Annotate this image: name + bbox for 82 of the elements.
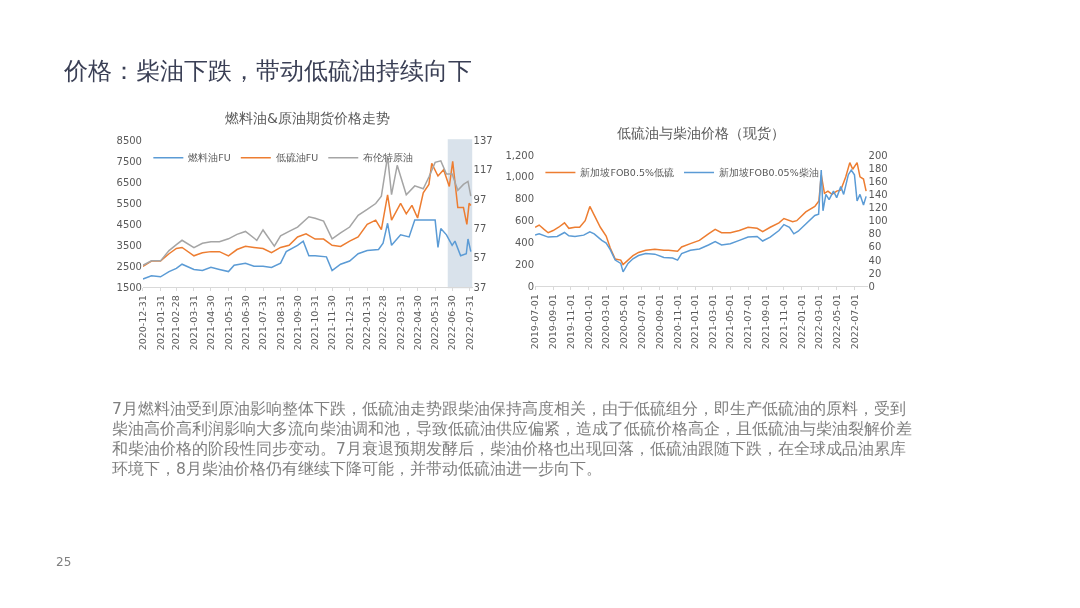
x-tick-label: 2021-05-31 <box>222 295 234 351</box>
x-tick-label: 2022-07-01 <box>848 294 860 350</box>
chart-title: 燃料油&原油期货价格走势 <box>225 110 390 126</box>
y-tick-label: 200 <box>514 258 535 270</box>
x-tick-label: 2021-11-01 <box>778 294 790 350</box>
y2-tick-label: 117 <box>473 164 493 176</box>
x-tick-label: 2021-12-31 <box>343 295 355 351</box>
chart-title: 低硫油与柴油价格（现货） <box>617 125 785 141</box>
x-tick-label: 2022-02-28 <box>377 295 389 351</box>
x-tick-label: 2021-10-31 <box>309 295 321 351</box>
y-tick-label: 5500 <box>116 197 142 209</box>
y-tick-label: 1,200 <box>505 149 535 161</box>
text: 7月燃料油受到原油影响整体下跌，低硫油走势跟柴油保持高度相关，由于低硫组分，即生产低硫油的原料，受到柴油高价高利润影响大多流向柴油调和池，导致低硫油供应偏紧，造成了低硫价格高企，且低硫油与柴油裂解价差和柴油价格的阶段性同步变动。7月衰退预期发酵后，柴油价格也出现回落，低硫油跟随下跌，在全球成品油累库环境下，8月柴油价格仍有继续下降可能，并带动低硫油进一步向下。 <box>112 400 912 479</box>
y2-tick-label: 100 <box>868 215 888 227</box>
x-tick-label: 2022-07-31 <box>463 295 475 351</box>
y2-tick-label: 0 <box>868 280 875 292</box>
x-tick-label: 2020-01-01 <box>582 294 594 350</box>
x-tick-label: 2021-09-01 <box>760 294 772 350</box>
x-tick-label: 2021-02-28 <box>170 295 182 351</box>
x-tick-label: 2021-07-31 <box>257 295 269 351</box>
x-tick-label: 2019-11-01 <box>564 294 576 350</box>
y-tick-label: 7500 <box>116 155 142 167</box>
y-tick-label: 2500 <box>116 260 142 272</box>
x-tick-label: 2022-03-01 <box>812 294 824 350</box>
x-tick-label: 2021-06-30 <box>239 295 251 351</box>
x-tick-label: 2021-11-30 <box>326 295 338 351</box>
line-series <box>142 219 472 280</box>
y-tick-label: 4500 <box>116 218 142 230</box>
y2-tick-label: 20 <box>868 267 882 279</box>
legend-label: 低硫油FU <box>275 152 319 164</box>
y-tick-label: 1,000 <box>505 171 535 183</box>
y2-tick-label: 97 <box>473 193 487 205</box>
x-tick-label: 2020-05-01 <box>618 294 630 350</box>
y2-tick-label: 40 <box>868 254 882 266</box>
legend-label: 燃料油FU <box>188 152 231 164</box>
x-tick-label: 2020-07-01 <box>635 294 647 350</box>
x-tick-label: 2021-05-01 <box>724 294 736 350</box>
x-tick-label: 2021-07-01 <box>742 294 754 350</box>
legend-label: 布伦特原油 <box>363 152 414 164</box>
y2-tick-label: 77 <box>473 223 487 235</box>
y2-tick-label: 137 <box>473 134 493 146</box>
y-tick-label: 1500 <box>116 281 142 293</box>
x-tick-label: 2021-03-01 <box>706 294 718 350</box>
x-tick-label: 2019-09-01 <box>547 294 559 350</box>
x-tick-label: 2022-05-31 <box>429 295 441 351</box>
y2-tick-label: 60 <box>868 241 882 253</box>
x-tick-label: 2020-11-01 <box>671 294 683 350</box>
legend-label: 新加坡FOB0.05%柴油 <box>719 167 819 179</box>
y-tick-label: 600 <box>514 215 535 227</box>
x-tick-label: 2020-03-01 <box>600 294 612 350</box>
x-tick-label: 2021-08-31 <box>274 295 286 351</box>
x-tick-label: 2020-09-01 <box>653 294 665 350</box>
y-tick-label: 6500 <box>116 176 142 188</box>
text: 价格：柴油下跌，带动低硫油持续向下 <box>63 57 472 85</box>
y2-tick-label: 200 <box>868 149 888 161</box>
y-tick-label: 800 <box>514 193 535 205</box>
x-tick-label: 2022-04-30 <box>411 295 423 351</box>
legend-label: 新加坡FOB0.5%低硫 <box>580 167 675 179</box>
y-tick-label: 3500 <box>116 239 142 251</box>
y-tick-label: 400 <box>514 237 535 249</box>
x-tick-label: 2021-01-01 <box>689 294 701 350</box>
y2-tick-label: 37 <box>473 281 487 293</box>
y2-tick-label: 160 <box>868 175 888 187</box>
x-tick-label: 2020-12-31 <box>137 295 149 351</box>
x-tick-label: 2022-06-30 <box>446 295 458 351</box>
y2-tick-label: 120 <box>868 202 888 214</box>
x-tick-label: 2022-01-01 <box>795 294 807 350</box>
y-tick-label: 8500 <box>116 134 142 146</box>
x-tick-label: 2022-03-31 <box>394 295 406 351</box>
y-tick-label: 0 <box>527 280 535 292</box>
x-tick-label: 2022-05-01 <box>830 294 842 350</box>
text: 25 <box>56 555 72 569</box>
y2-tick-label: 80 <box>868 228 882 240</box>
x-tick-label: 2022-01-31 <box>361 295 373 351</box>
x-tick-label: 2021-03-31 <box>188 295 200 351</box>
x-tick-label: 2021-04-30 <box>205 295 217 351</box>
x-tick-label: 2019-07-01 <box>529 294 541 350</box>
y2-tick-label: 140 <box>868 188 888 200</box>
y2-tick-label: 180 <box>868 162 888 174</box>
x-tick-label: 2021-01-31 <box>154 295 166 351</box>
y2-tick-label: 57 <box>473 252 487 264</box>
x-tick-label: 2021-09-30 <box>291 295 303 351</box>
